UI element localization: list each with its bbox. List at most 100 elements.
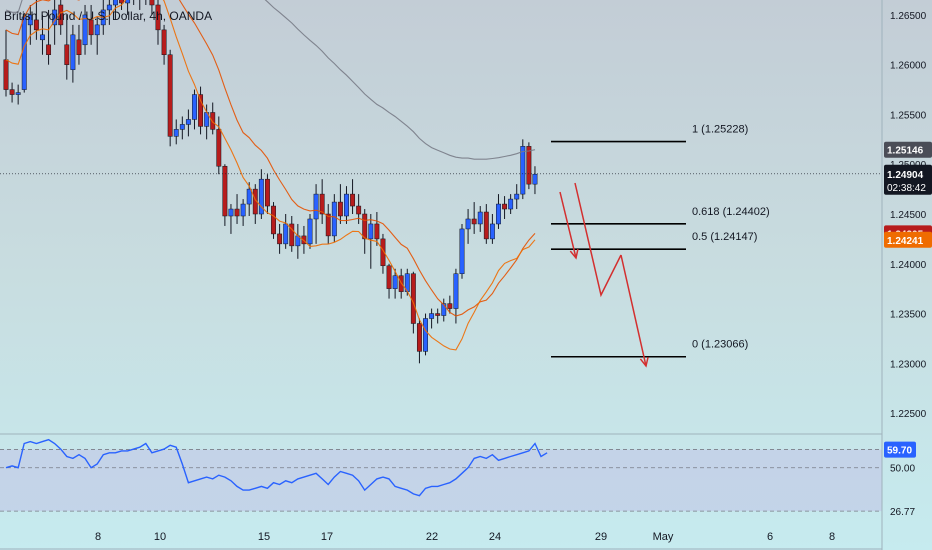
candle-body [362, 213, 368, 240]
candle-body [489, 223, 495, 240]
time-tick-label: 6 [767, 531, 773, 543]
time-tick-label: 10 [154, 531, 166, 543]
candle-body [167, 54, 173, 137]
candle-body [94, 24, 100, 36]
rsi-level-label: 50.00 [890, 464, 915, 475]
rsi-line [5, 438, 548, 497]
price-tick-label: 1.24500 [890, 210, 927, 221]
candle-body [3, 59, 9, 90]
candle-body [70, 34, 76, 70]
price-tick-label: 1.22500 [890, 409, 927, 420]
candle-body [368, 223, 374, 240]
candle-body [21, 16, 27, 90]
fib-level-label: 1 (1.25228) [692, 124, 748, 136]
time-tick-label: 22 [426, 531, 438, 543]
candle-body [477, 211, 483, 225]
candle-body [185, 119, 191, 125]
candle-body [222, 165, 228, 217]
candle-body [277, 233, 283, 245]
candle-body [423, 318, 428, 352]
price-tick-label: 1.24000 [890, 260, 927, 271]
candle-body [410, 273, 416, 324]
fib-level-label: 0 (1.23066) [692, 339, 748, 351]
candle-body [192, 94, 197, 120]
price-tick-label: 1.26000 [890, 61, 927, 72]
rsi-current-tag-bg [884, 441, 916, 458]
candle-body [331, 201, 337, 237]
time-tick-label: 15 [258, 531, 270, 543]
candle-body [350, 193, 356, 207]
projection-arrow-short-head [569, 249, 579, 260]
ma-fast-price-tag: 1.24241 [887, 236, 924, 247]
candle-body [9, 89, 15, 95]
candle-body [46, 44, 52, 55]
last-price-tag: 1.24904 [887, 170, 924, 181]
rsi-level-label: 26.77 [890, 507, 915, 518]
candle-body [356, 205, 362, 215]
price-tick-label: 1.23500 [890, 310, 927, 321]
projection-arrow-long [620, 254, 647, 367]
fib-level-label: 0.5 (1.24147) [692, 231, 757, 243]
time-tick-label: 17 [321, 531, 333, 543]
candle-body [289, 223, 295, 247]
price-tick-label: 1.26500 [890, 11, 927, 22]
time-tick-label: 29 [595, 531, 607, 543]
candle-body [149, 0, 155, 6]
candle-body [240, 203, 246, 217]
moving-average-line [5, 0, 536, 317]
ma-slow-price-tag: 1.25146 [887, 146, 924, 157]
candle-body [198, 94, 204, 127]
candle-body [453, 273, 459, 309]
candle-body [471, 218, 477, 225]
candle-body [15, 92, 21, 95]
fib-level-label: 0.618 (1.24402) [692, 206, 770, 218]
candle-body [319, 193, 325, 215]
candle-body [27, 14, 33, 26]
candle-body [526, 146, 532, 185]
rsi-current-tag: 59.70 [887, 446, 912, 457]
candle-body [283, 223, 289, 245]
candle-body [125, 0, 131, 4]
candle-body [416, 323, 422, 352]
time-tick-label: 8 [829, 531, 835, 543]
candle-body [435, 313, 441, 316]
candle-body [374, 223, 380, 240]
candle-body [228, 208, 234, 217]
projection-path [574, 182, 622, 298]
candle-body [64, 44, 70, 65]
candle-body [179, 124, 185, 130]
candle-body [307, 218, 313, 245]
candle-body [392, 275, 398, 289]
candle-body [82, 14, 88, 46]
projection-arrow-short [559, 191, 577, 259]
candle-body [496, 203, 501, 225]
candle-body [313, 193, 319, 220]
candle-body [447, 303, 453, 309]
candle-body [40, 34, 45, 41]
candle-body [112, 0, 118, 6]
candle-body [483, 211, 489, 240]
ma-slow-price-tag-bg [884, 141, 932, 158]
candle-body [173, 129, 179, 137]
candle-body [216, 129, 222, 167]
candle-body [106, 4, 112, 11]
moving-average-line [5, 0, 536, 160]
candle-body [76, 39, 82, 55]
moving-average-line [5, 0, 536, 351]
price-tick-label: 1.23000 [890, 359, 927, 370]
chart-title: British Pound / U.S. Dollar, 4h, OANDA [4, 9, 213, 23]
candle-body [386, 265, 392, 289]
candle-body [532, 173, 538, 185]
projection-arrow-long-head [639, 357, 649, 368]
ma-fast-price-tag-bg [884, 231, 932, 248]
candle-body [258, 178, 264, 215]
candle-body [508, 198, 514, 210]
candle-body [344, 193, 349, 217]
candle-body [33, 19, 39, 31]
candle-body [325, 213, 331, 237]
price-tick-label: 1.25500 [890, 110, 927, 121]
candle-body [337, 201, 343, 217]
time-tick-label: 24 [489, 531, 501, 543]
